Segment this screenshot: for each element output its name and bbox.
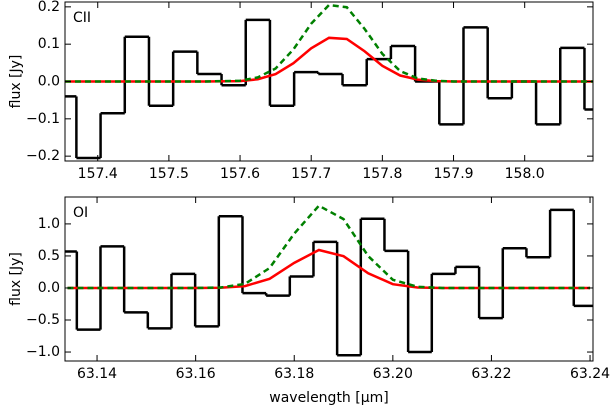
y-tick-label: −0.5	[26, 312, 60, 328]
x-tick-label: 63.22	[471, 366, 511, 382]
y-tick-label: 0.0	[38, 280, 60, 296]
x-tick-label: 63.20	[373, 366, 413, 382]
x-tick-label: 63.24	[570, 366, 610, 382]
y-tick-label: −0.1	[26, 111, 60, 127]
x-tick-label: 157.4	[78, 166, 118, 182]
x-tick-label: 157.5	[149, 166, 189, 182]
x-tick-label: 157.6	[220, 166, 260, 182]
y-tick-label: −1.0	[26, 344, 60, 360]
x-tick-label: 157.8	[362, 166, 402, 182]
panel-label: OI	[73, 205, 88, 221]
x-tick-label: 157.7	[291, 166, 331, 182]
panel-label: CII	[73, 10, 91, 26]
x-tick-label: 63.14	[77, 366, 117, 382]
y-tick-label: 0.2	[38, 0, 60, 15]
x-axis-label: wavelength [μm]	[269, 390, 388, 406]
x-tick-label: 63.18	[274, 366, 314, 382]
y-axis-label: flux [Jy]	[8, 252, 24, 306]
model-line	[67, 248, 591, 290]
x-tick-label: 158.0	[505, 166, 545, 182]
y-tick-label: 0.0	[38, 74, 60, 90]
y-tick-label: −0.2	[26, 148, 60, 164]
axes-frame	[64, 196, 594, 362]
plot-area	[65, 3, 593, 160]
y-tick-label: 0.5	[38, 248, 60, 264]
model-line	[67, 204, 591, 290]
model-line	[65, 3, 593, 83]
y-axis-label: flux [Jy]	[8, 55, 24, 109]
x-tick-label: 157.9	[433, 166, 473, 182]
y-tick-label: 0.1	[38, 36, 60, 52]
y-tick-label: 1.0	[38, 216, 60, 232]
x-tick-label: 63.16	[176, 366, 216, 382]
plot-area	[65, 204, 593, 357]
